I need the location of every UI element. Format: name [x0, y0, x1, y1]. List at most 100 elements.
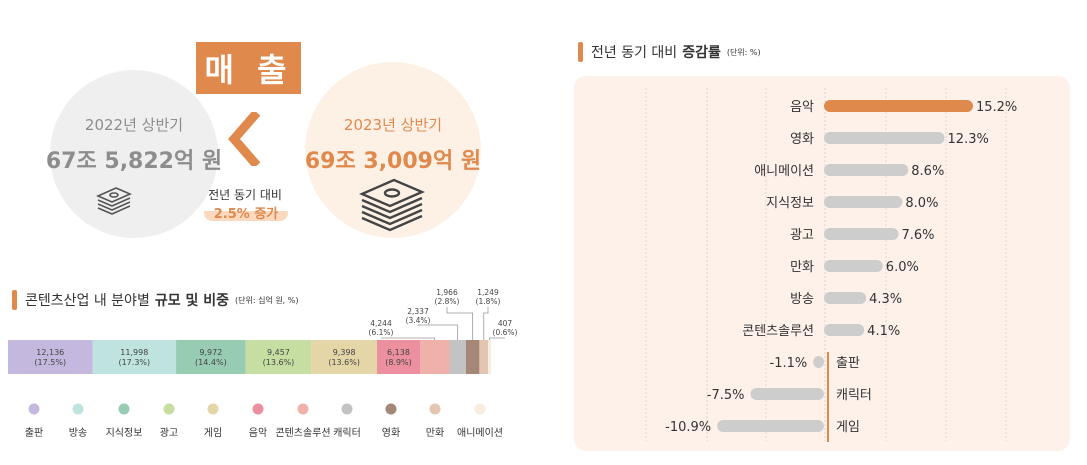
- growth-title-normal: 전년 동기 대비: [591, 45, 678, 61]
- growth-category-10: 게임: [836, 420, 860, 435]
- growth-bar-8: [813, 356, 824, 368]
- legend-label-1: 방송: [69, 427, 87, 439]
- share-pct-label-5: (8.9%): [385, 358, 412, 367]
- legend-swatch-3: [163, 403, 175, 415]
- share-segment-1: [92, 340, 177, 374]
- legend-swatch-6: [297, 403, 309, 415]
- circle-2023: 2023년 상반기 69조 3,009억 원: [305, 62, 481, 238]
- share-pct-label-9: (1.8%): [476, 297, 501, 306]
- share-callout-line-8: [446, 307, 474, 340]
- money-stack-icon: [96, 187, 132, 215]
- growth-section-title: 전년 동기 대비 증감률 (단위: %): [578, 42, 761, 62]
- growth-bar-0: [824, 100, 973, 112]
- curr-period-amount: 69조 3,009억 원: [304, 149, 482, 174]
- legend-label-3: 광고: [160, 427, 178, 439]
- legend-label-4: 게임: [204, 426, 222, 439]
- share-callout-line-7: [417, 324, 459, 340]
- growth-category-3: 지식정보: [766, 196, 814, 211]
- share-value-label-3: 9,457: [267, 348, 290, 357]
- circle-2022: 2022년 상반기 67조 5,822억 원: [46, 70, 222, 238]
- legend-label-9: 만화: [426, 427, 444, 439]
- growth-category-2: 애니메이션: [754, 164, 814, 179]
- money-stack-icon-large: [358, 178, 426, 232]
- growth-bar-2: [824, 164, 909, 176]
- share-callout-line-6: [381, 337, 436, 340]
- share-segment-3: [245, 340, 312, 374]
- growth-value-10: -10.9%: [665, 420, 711, 435]
- growth-value-8: -1.1%: [770, 356, 808, 371]
- growth-bar-chart: 음악 15.2% 영화 12.3% 애니메이션 8.6% 지식정보 8.0% 광고 7.6% 만화 6…: [645, 88, 1017, 442]
- share-value-label-9: 1,249: [477, 288, 499, 297]
- growth-category-7: 콘텐츠솔루션: [742, 324, 814, 339]
- share-pct-label-6: (6.1%): [369, 328, 394, 337]
- legend-swatch-7: [341, 403, 353, 415]
- share-pct-label-10: (0.6%): [493, 328, 518, 337]
- title-accent-bar: [578, 42, 583, 62]
- legend-swatch-2: [118, 403, 130, 415]
- share-section-title: 콘텐츠산업 내 분야별 규모 및 비중 (단위: 십억 원, %): [12, 290, 299, 310]
- growth-unit: (단위: %): [726, 47, 761, 57]
- growth-chart-panel: [574, 76, 1070, 451]
- growth-bar-7: [824, 324, 865, 336]
- share-value-label-6: 4,244: [370, 319, 392, 328]
- share-value-label-4: 9,398: [333, 348, 356, 357]
- growth-category-8: 출판: [836, 356, 860, 371]
- growth-value-9: -7.5%: [707, 388, 745, 403]
- share-pct-label-8: (2.8%): [435, 297, 460, 306]
- growth-bar-5: [824, 260, 883, 272]
- share-title-bold: 규모 및 비중: [154, 293, 229, 309]
- share-value-label-5: 6,138: [387, 348, 410, 357]
- share-pct-label-4: (13.6%): [328, 358, 360, 367]
- share-segment-4: [311, 340, 378, 374]
- legend-swatch-4: [207, 403, 219, 415]
- growth-value-2: 8.6%: [911, 164, 944, 179]
- share-stacked-bar-chart: 12,136(17.5%) 11,998(17.3%) 9,972(14.4%) 9,…: [8, 288, 518, 439]
- growth-category-9: 캐릭터: [836, 388, 872, 403]
- share-callout-line-10: [489, 337, 505, 340]
- share-segment-10: [488, 340, 491, 374]
- share-pct-label-3: (13.6%): [263, 358, 295, 367]
- legend-swatch-9: [429, 403, 441, 415]
- title-accent-bar: [12, 290, 17, 310]
- legend-label-7: 캐릭터: [333, 427, 361, 439]
- share-pct-label-2: (14.4%): [195, 358, 227, 367]
- share-segment-6: [419, 340, 450, 374]
- revenue-badge: 매 출: [196, 42, 301, 94]
- growth-bar-6: [824, 292, 867, 304]
- legend-swatch-8: [385, 403, 397, 415]
- growth-bar-3: [824, 196, 903, 208]
- growth-value-3: 8.0%: [905, 196, 938, 211]
- share-value-label-2: 9,972: [199, 348, 222, 357]
- growth-bar-9: [750, 388, 824, 400]
- share-value-label-10: 407: [498, 319, 513, 328]
- share-value-label-8: 1,966: [436, 288, 458, 297]
- less-than-icon: [228, 112, 260, 166]
- growth-bar-1: [824, 132, 945, 144]
- legend-swatch-10: [474, 403, 486, 415]
- share-value-label-0: 12,136: [36, 348, 64, 357]
- share-segment-2: [176, 340, 246, 374]
- share-title-normal: 콘텐츠산업 내 분야별: [25, 293, 150, 309]
- legend-label-2: 지식정보: [106, 427, 143, 439]
- growth-category-1: 영화: [790, 132, 814, 147]
- share-segment-7: [449, 340, 466, 374]
- share-value-label-7: 2,337: [407, 307, 429, 316]
- share-pct-label-1: (17.3%): [118, 358, 150, 367]
- yoy-label: 전년 동기 대비: [208, 188, 282, 202]
- share-segment-9: [479, 340, 489, 374]
- legend-label-10: 애니메이션: [457, 427, 503, 439]
- growth-value-7: 4.1%: [867, 324, 900, 339]
- growth-bar-4: [824, 228, 899, 240]
- legend-swatch-5: [252, 403, 264, 415]
- prev-period-label: 2022년 상반기: [84, 116, 184, 134]
- legend-label-0: 출판: [25, 427, 43, 439]
- legend-label-8: 영화: [382, 427, 400, 439]
- share-segment-8: [465, 340, 480, 374]
- share-unit: (단위: 십억 원, %): [234, 295, 299, 305]
- growth-title-bold: 증감률: [682, 45, 721, 61]
- share-segment-5: [377, 340, 420, 374]
- growth-value-0: 15.2%: [976, 100, 1017, 115]
- growth-value-4: 7.6%: [901, 228, 934, 243]
- legend-swatch-1: [72, 403, 84, 415]
- share-value-label-1: 11,998: [120, 348, 148, 357]
